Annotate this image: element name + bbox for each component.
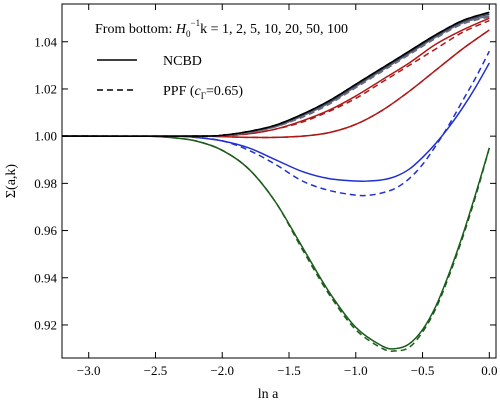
series-line-k100-ppf (62, 11, 490, 137)
x-tick-label: −1.0 (344, 363, 368, 378)
legend-title-subscript: 0 (186, 29, 191, 39)
x-tick-label: −1.5 (277, 363, 301, 378)
x-tick-label: −0.5 (411, 363, 435, 378)
legend-title-superscript: −1 (191, 18, 201, 28)
series-line-k1-ppf (62, 135, 491, 352)
y-tick-label: 0.92 (34, 317, 57, 332)
legend-title-symbol: H (175, 22, 187, 37)
legend-ppf-symbol: c (195, 84, 202, 99)
series-line-k5-ncbd (62, 29, 490, 139)
y-axis-label: Σ(a,k) (4, 164, 19, 199)
series-line-k1-ncbd (62, 135, 491, 350)
x-tick-label: −2.0 (210, 363, 234, 378)
y-tick-label: 1.02 (34, 81, 57, 96)
y-tick-label: 1.00 (34, 129, 57, 144)
y-tick-label: 0.94 (34, 270, 57, 285)
legend-title: From bottom: H0−1k = 1, 2, 5, 10, 20, 50… (95, 18, 348, 39)
series-line-k2-ncbd (62, 62, 490, 182)
series-line-k5-ppf (62, 29, 490, 139)
legend-ppf-subscript: Γ (201, 91, 206, 101)
x-tick-label: −3.0 (77, 363, 101, 378)
legend-label-ppf: PPF (cΓ=0.65) (163, 84, 243, 101)
series-line-k2-ppf (62, 50, 490, 197)
legend-ppf-prefix: PPF ( (163, 84, 195, 99)
y-tick-label: 0.96 (34, 223, 57, 238)
legend-title-prefix: From bottom: (95, 22, 176, 37)
series-group (62, 11, 491, 352)
x-tick-label: 0.0 (481, 363, 497, 378)
y-tick-label: 1.04 (34, 34, 57, 49)
legend-ppf-suffix: =0.65) (206, 84, 243, 99)
y-tick-label: 0.98 (34, 176, 57, 191)
legend-label-ncbd: NCBD (163, 54, 202, 69)
axes-group: −3.0 −2.5 −2.0 −1.5 −1.0 −0.5 0.0 0.92 0.94 0.96 0… (34, 4, 497, 378)
plot-frame (61, 3, 497, 359)
x-axis-label: ln a (258, 387, 279, 402)
x-tick-label: −2.5 (144, 363, 168, 378)
legend-title-suffix: k = 1, 2, 5, 10, 20, 50, 100 (200, 22, 348, 37)
legend: From bottom: H0−1k = 1, 2, 5, 10, 20, 50… (95, 18, 348, 101)
